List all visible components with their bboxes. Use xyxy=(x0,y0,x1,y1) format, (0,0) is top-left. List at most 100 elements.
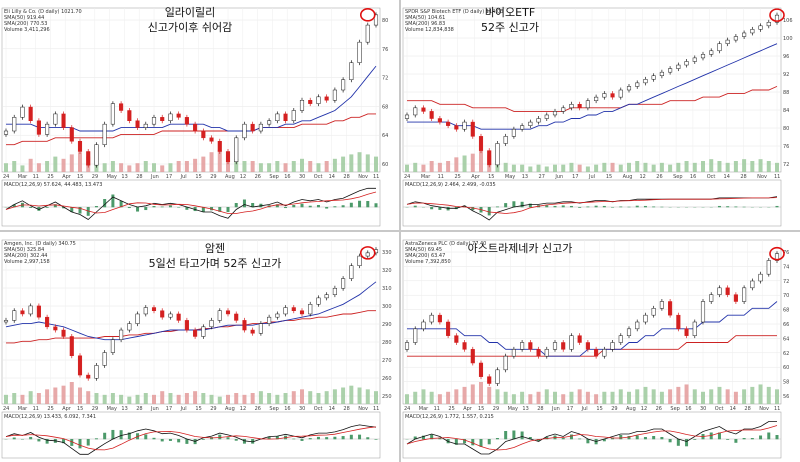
chart-title: Eli Lilly & Co. (D daily) 1021.70 xyxy=(4,9,82,15)
candle-body xyxy=(692,57,697,62)
volume-bar xyxy=(61,158,66,172)
x-tick-label: Oct xyxy=(314,406,323,412)
candle-body xyxy=(404,114,410,119)
macd-histogram-bar xyxy=(413,436,417,440)
macd-histogram-bar xyxy=(168,439,172,441)
macd-histogram-bar xyxy=(144,207,148,211)
horizontal-divider xyxy=(0,230,800,232)
x-tick-label: 24 xyxy=(3,406,9,412)
y-tick-label: 88 xyxy=(783,90,789,96)
candle-body xyxy=(324,294,329,299)
x-tick-label: 15 xyxy=(195,174,201,180)
macd-histogram-bar xyxy=(578,207,582,208)
candle-body xyxy=(676,64,681,69)
annotation-text: 5일선 타고가며 52주 신고가 xyxy=(149,256,282,270)
volume-bar xyxy=(750,386,755,404)
volume-bar xyxy=(684,384,689,404)
candle-body xyxy=(478,136,484,151)
volume-bar xyxy=(725,389,730,404)
y-tick-label: 100 xyxy=(783,36,793,42)
annotation-text: 아스트라제네카 신고가 xyxy=(468,242,573,255)
highlight-circle xyxy=(359,246,376,260)
x-tick-label: 29 xyxy=(210,406,216,412)
candle-body xyxy=(536,349,541,357)
candle-body xyxy=(209,137,214,142)
volume-bar xyxy=(709,159,714,172)
volume-bar xyxy=(135,394,140,404)
macd-histogram-bar xyxy=(325,207,329,209)
macd-histogram-bar xyxy=(374,439,378,440)
x-tick-label: 28 xyxy=(343,406,349,412)
volume-bar xyxy=(676,386,681,404)
macd-histogram-bar xyxy=(308,205,312,208)
volume-bar xyxy=(503,162,508,172)
x-tick-label: 12 xyxy=(240,406,246,412)
candle-body xyxy=(283,307,288,315)
candle-body xyxy=(53,326,58,331)
candle-body xyxy=(28,106,33,122)
candle-body xyxy=(462,342,467,350)
candle-body xyxy=(332,287,337,295)
x-tick-label: Aug xyxy=(225,406,235,412)
macd-histogram-bar xyxy=(160,206,164,208)
chart-panel-amgen: 330 320 310 300 290 280 270 260 250 24 Mar 11 25 Apr 1… xyxy=(0,232,399,462)
candle-body xyxy=(733,36,738,41)
volume-bar xyxy=(585,166,590,172)
macd-histogram-bar xyxy=(438,207,442,210)
macd-histogram-bar xyxy=(586,206,590,208)
macd-histogram-bar xyxy=(152,437,156,440)
candle-body xyxy=(676,314,681,330)
candle-body xyxy=(750,280,755,289)
macd-histogram-bar xyxy=(463,439,467,444)
candle-body xyxy=(774,253,780,261)
macd-histogram-bar xyxy=(160,439,164,442)
volume-bar xyxy=(53,156,58,172)
candle-body xyxy=(700,301,706,323)
volume-bar xyxy=(53,387,58,404)
candle-body xyxy=(357,255,362,266)
candle-body xyxy=(110,339,115,353)
chart-title: AstraZeneca PLC (D daily) 77.40 xyxy=(405,241,486,247)
macd-histogram-bar xyxy=(325,437,329,440)
candle-body xyxy=(668,301,673,316)
macd-histogram-bar xyxy=(177,439,181,443)
x-tick-label: 26 xyxy=(656,174,662,180)
candle-body xyxy=(176,313,181,321)
macd-histogram-bar xyxy=(495,438,499,440)
macd-histogram-bar xyxy=(726,439,730,440)
volume-bar xyxy=(437,162,442,172)
macd-histogram-bar xyxy=(218,434,222,440)
sma50-line xyxy=(6,65,377,132)
volume-bar xyxy=(209,152,214,172)
candle-body xyxy=(234,313,239,321)
volume-bar xyxy=(78,387,82,404)
macd-histogram-bar xyxy=(62,439,66,444)
candle-body xyxy=(217,141,222,152)
x-tick-label: 14 xyxy=(724,174,730,180)
volume-bar xyxy=(659,391,664,404)
volume-bar xyxy=(742,159,747,172)
macd-histogram-bar xyxy=(512,430,516,440)
candle-body xyxy=(750,29,755,34)
candle-body xyxy=(242,123,247,139)
volume-bar xyxy=(495,389,500,404)
volume-bar xyxy=(602,162,607,172)
macd-histogram-bar xyxy=(201,439,205,440)
candle-body xyxy=(176,113,181,118)
volume-bar xyxy=(102,394,107,404)
macd-histogram-bar xyxy=(413,205,417,208)
y-tick-label: 80 xyxy=(382,18,388,24)
x-tick-label: Jun xyxy=(150,174,159,180)
macd-histogram-bar xyxy=(316,205,320,208)
candle-body xyxy=(217,310,222,321)
macd-histogram-bar xyxy=(578,438,582,440)
volume-bar xyxy=(553,391,557,404)
x-tick-label: Mar xyxy=(421,174,431,180)
candle-body xyxy=(94,144,99,166)
volume-bar xyxy=(733,161,738,172)
macd-histogram-bar xyxy=(561,438,565,440)
chart-panel-astrazeneca: 76 74 72 70 68 66 64 62 60 58 56 24 Mar 11 25 Apr 15 29 Ma… xyxy=(401,232,800,462)
macd-histogram-bar xyxy=(611,437,615,440)
macd-histogram-bar xyxy=(619,206,623,208)
candle-body xyxy=(193,329,198,337)
